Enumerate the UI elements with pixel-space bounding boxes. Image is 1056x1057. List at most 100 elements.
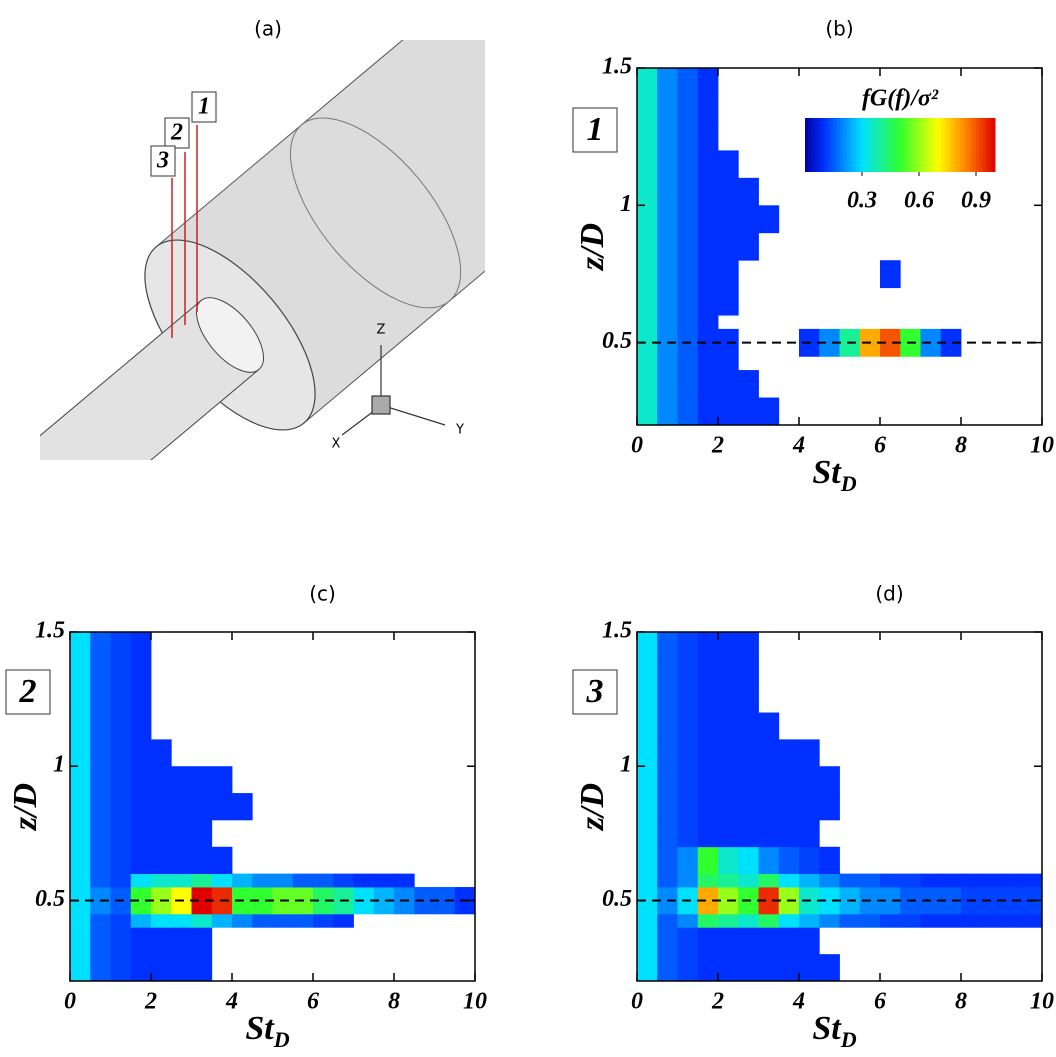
colorbar-swatch (941, 118, 945, 172)
heatmap-cell (110, 927, 132, 955)
heatmap-cell (677, 287, 699, 316)
heatmap-cell (657, 68, 678, 96)
probe-box (191, 91, 217, 123)
heatmap-cell (758, 927, 780, 955)
colorbar-swatch (846, 118, 850, 172)
x-tick-label: 2 (144, 989, 157, 1015)
heatmap-cell (819, 328, 840, 357)
probe-label: 1 (587, 111, 604, 148)
heatmap-cell (778, 927, 800, 955)
heatmap-cell (171, 873, 192, 888)
heatmap-cell (657, 177, 678, 206)
heatmap-cell (110, 739, 132, 767)
heatmap-cell (90, 712, 111, 740)
heatmap-cell (677, 95, 699, 124)
heatmap-cell (738, 685, 759, 713)
heatmap-cell (171, 927, 192, 955)
heatmap-cell (718, 370, 739, 398)
colorbar-swatch (922, 118, 926, 172)
colorbar-swatch (830, 118, 834, 172)
colorbar-swatch (893, 118, 898, 172)
colorbar-tick-label: 0.9 (961, 188, 991, 214)
heatmap-cell (90, 739, 111, 767)
heatmap-cell (697, 873, 719, 888)
heatmap-cell (657, 632, 678, 660)
heatmap-cell (637, 685, 658, 713)
probe-label: 3 (586, 673, 604, 710)
x-axis-label: StD (812, 454, 856, 496)
heatmap-cell (232, 793, 253, 821)
colorbar-swatch (811, 118, 815, 172)
heatmap-cell (697, 356, 719, 371)
colorbar-swatch (928, 118, 933, 172)
heatmap-cell (70, 739, 91, 767)
heatmap-cell (637, 287, 658, 316)
heatmap-cell (778, 793, 800, 821)
heatmap-cell (697, 122, 719, 151)
heatmap-cell (191, 913, 213, 928)
heatmap-cell (657, 315, 678, 330)
heatmap-cell (130, 632, 152, 660)
heatmap-cell (738, 397, 759, 426)
heatmap-cell (373, 887, 395, 915)
colorbar-swatch (950, 118, 955, 172)
heatmap-cell (373, 873, 395, 888)
colorbar-swatch (963, 118, 967, 172)
heatmap-cell (333, 873, 354, 888)
colorbar-swatch (966, 118, 971, 172)
heatmap-cell (90, 766, 111, 794)
heatmap-cell (677, 397, 699, 426)
x-tick-label: 6 (874, 433, 886, 459)
x-tick-label: 10 (463, 989, 487, 1015)
heatmap-cell (697, 232, 719, 261)
heatmap-cell (819, 873, 840, 888)
heatmap-cell (718, 739, 739, 767)
heatmap-cell (130, 887, 152, 915)
heatmap-cell (70, 927, 91, 955)
colorbar-swatch (903, 118, 907, 172)
heatmap-cell (738, 658, 759, 687)
heatmap-cell (637, 205, 658, 234)
heatmap-cell (819, 766, 840, 794)
heatmap-cell (758, 819, 780, 848)
heatmap-cell (151, 927, 172, 955)
colorbar-swatch (814, 118, 819, 172)
heatmap-cell (130, 819, 152, 848)
heatmap-cell (191, 793, 213, 821)
colorbar-swatch (957, 118, 961, 172)
heatmap-cell (900, 913, 921, 928)
heatmap-cell (1001, 913, 1023, 928)
heatmap-cell (130, 739, 152, 767)
heatmap-cell (677, 739, 699, 767)
heatmap-cell (151, 819, 172, 848)
heatmap-cell (110, 712, 132, 740)
heatmap-cell (799, 873, 820, 888)
colorbar-swatch (884, 118, 888, 172)
heatmap-cell (232, 873, 253, 888)
x-tick-label: 6 (874, 989, 886, 1015)
heatmap-cell (981, 913, 1002, 928)
heatmap-cell (718, 397, 739, 426)
heatmap-cell (677, 150, 699, 179)
heatmap-cell (758, 712, 780, 740)
heatmap-cell (110, 913, 132, 928)
colorbar-swatch (947, 118, 952, 172)
heatmap-cell (961, 913, 982, 928)
heatmap-cell (637, 328, 658, 357)
cut-line (289, 117, 462, 309)
y-axis-label: z/D (574, 783, 611, 831)
colorbar-swatch (909, 118, 914, 172)
probe-box (150, 145, 176, 177)
heatmap-cell (313, 913, 334, 928)
colorbar-swatch (858, 118, 863, 172)
heatmap-cell (799, 954, 820, 982)
heatmap-cell (637, 766, 658, 794)
heatmap-cell (657, 927, 678, 955)
heatmap-cell (110, 846, 132, 875)
heatmap-cell (677, 68, 699, 96)
heatmap-cell (718, 150, 739, 179)
heatmap-cell (70, 685, 91, 713)
colorbar-swatch (925, 118, 929, 172)
heatmap-cell (90, 793, 111, 821)
heatmap-cell (657, 658, 678, 687)
